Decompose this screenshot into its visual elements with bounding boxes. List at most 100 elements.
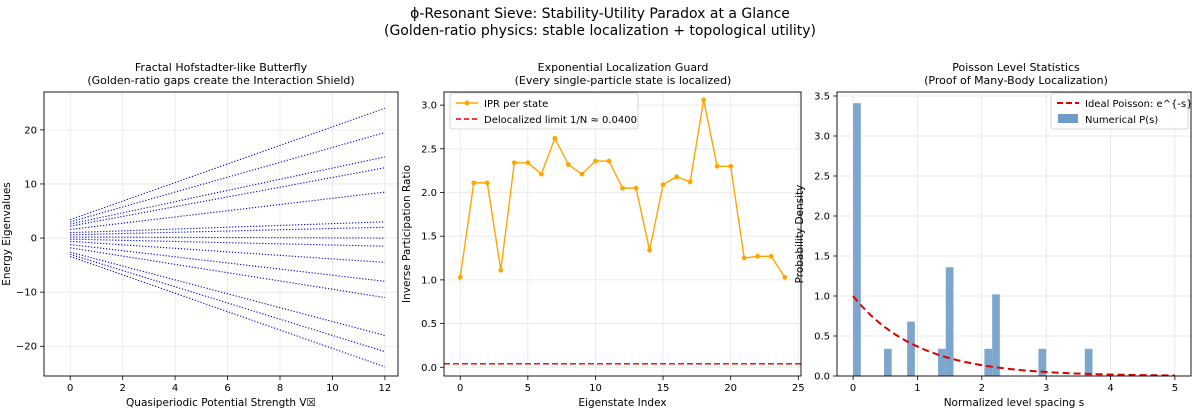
axes-frame [43,91,399,377]
histogram-bar [984,348,993,376]
histogram-bar [883,348,892,376]
ipr-point [633,185,639,191]
energy-band-line [70,156,386,225]
ipr-point [579,171,585,177]
histogram-bar [945,267,954,376]
x-tick-label: 3 [1043,383,1049,394]
x-tick-label: 15 [657,383,670,394]
ipr-point [511,160,517,166]
legend-box [1050,92,1189,130]
ipr-point [471,180,477,186]
ipr-point [674,174,679,180]
ipr-point [566,162,571,167]
grid [44,92,398,376]
y-tick-label: 2.5 [421,144,437,155]
histogram-bar [992,294,1000,376]
ipr-point [593,158,598,164]
y-tick-label: 1.0 [421,275,437,286]
ipr-point [701,97,707,103]
panel-subtitle: (Every single-particle state is localize… [515,74,732,87]
legend-ipr-marker [464,100,470,106]
x-axis-label: Normalized level spacing s [944,397,1085,409]
plot-area [444,97,801,365]
ipr-point [457,274,463,280]
y-axis-label: Energy Eigenvalues [1,182,13,286]
legend-poisson-label: Ideal Poisson: e^{-s} [1085,99,1193,110]
y-tick-label: 0.0 [814,372,830,383]
legend: IPR per state Delocalized limit 1/N ≈ 0.… [449,92,639,130]
legend: Ideal Poisson: e^{-s} Numerical P(s) [1050,92,1193,130]
y-tick-label: 0 [31,234,37,245]
y-tick-label: 2.0 [421,188,437,199]
axis-ticks: 0 1 2 3 4 5 0.0 0.5 1.0 1.5 2.0 2.5 3.0 3.5 [814,92,1178,395]
energy-band-line [70,251,386,336]
ipr-point [647,247,652,253]
ipr-point [525,160,531,166]
x-tick-label: 6 [224,383,230,394]
y-tick-label: −10 [16,288,37,299]
legend-ipr-label: IPR per state [484,99,548,110]
energy-band-line [70,132,386,223]
energy-band-line [70,167,385,227]
plot-area [70,107,386,368]
y-tick-label: 2.5 [814,172,830,183]
x-tick-label: 8 [277,383,283,394]
ipr-point [755,253,761,259]
y-tick-label: 2.0 [814,212,830,223]
histogram-bar [853,103,861,376]
ipr-point [728,163,734,169]
y-tick-label: 0.5 [814,332,830,343]
x-tick-label: 2 [979,383,985,394]
x-tick-label: 0 [457,383,463,394]
legend-box [449,92,639,130]
histogram-bar [1084,348,1093,376]
panel-subtitle: (Golden-ratio gaps create the Interactio… [87,74,354,87]
y-tick-label: 3.0 [421,101,437,112]
y-tick-label: 3.0 [814,132,830,143]
energy-band-line [70,247,385,299]
ipr-point [687,179,693,185]
axis-ticks: 0 5 10 15 20 25 0.0 0.5 1.0 1.5 2.0 2.5 3.0 [421,101,805,394]
x-tick-label: 1 [914,383,920,394]
grid [444,92,801,376]
panel-title: Exponential Localization Guard [538,61,709,74]
y-axis-label: Probability Density [794,185,806,284]
ipr-point [606,158,612,164]
axis-ticks: 0 2 4 6 8 10 12 −20 −10 0 10 20 [16,125,391,394]
x-axis-label: Quasiperiodic Potential Strength V☒ [126,397,316,409]
ipr-point [714,163,720,169]
y-tick-label: 10 [24,179,37,190]
ipr-point [782,274,788,280]
x-axis-label: Eigenstate Index [578,397,666,409]
panel-title: Fractal Hofstadter-like Butterfly [135,61,308,74]
energy-band-line [70,244,385,282]
x-tick-label: 12 [379,383,392,394]
plot-area [852,103,1175,377]
figure-title: ϕ-Resonant Sieve: Stability-Utility Para… [410,6,790,22]
x-tick-label: 0 [850,383,856,394]
x-tick-label: 20 [724,383,737,394]
x-tick-label: 5 [525,383,531,394]
grid [837,92,1191,377]
x-tick-label: 4 [1107,383,1113,394]
panel-subtitle: (Proof of Many-Body Localization) [924,74,1108,87]
panel-title: Poisson Level Statistics [952,61,1080,74]
ipr-panel: Exponential Localization Guard (Every si… [401,61,805,409]
legend-hist-swatch [1058,114,1078,123]
x-tick-label: 10 [326,383,339,394]
legend-hist-label: Numerical P(s) [1085,115,1158,126]
ipr-point [660,182,666,188]
y-tick-label: 1.5 [421,232,437,243]
histogram-bar [938,348,946,376]
y-tick-label: 0.5 [421,319,437,330]
x-tick-label: 25 [792,383,805,394]
poisson-curve [852,295,1175,377]
y-tick-label: 0.0 [421,363,437,374]
histogram-bar [1038,348,1047,376]
x-tick-label: 2 [119,383,125,394]
ipr-point [620,185,625,191]
y-tick-label: 1.0 [814,292,830,303]
x-tick-label: 10 [589,383,602,394]
x-tick-label: 5 [1172,383,1178,394]
